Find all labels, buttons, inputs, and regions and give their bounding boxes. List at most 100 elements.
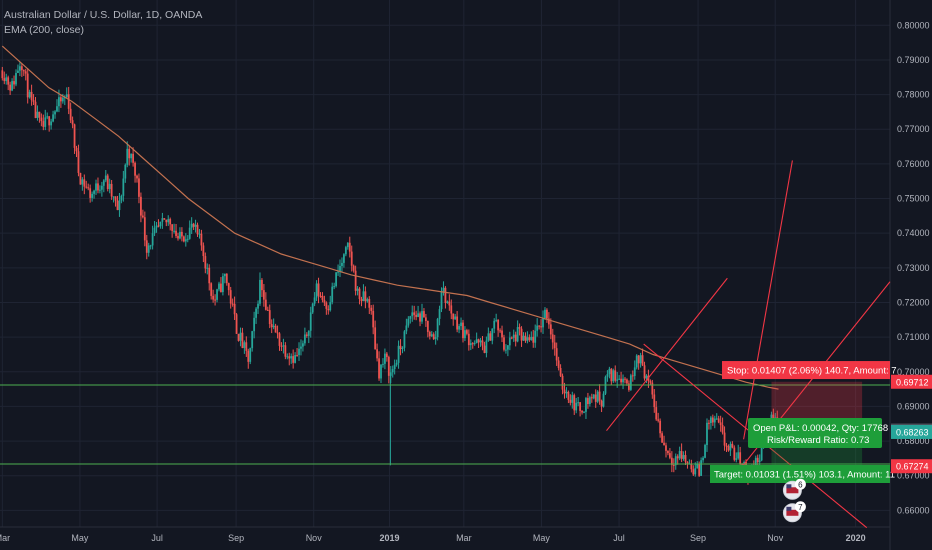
- candle-body: [83, 179, 86, 187]
- candle-body: [551, 334, 554, 343]
- candle-body: [354, 270, 357, 291]
- candle-body: [497, 319, 500, 331]
- candles: [1, 61, 779, 485]
- candle-body: [565, 391, 568, 394]
- candle-body: [243, 342, 246, 349]
- indicator-label[interactable]: EMA (200, close): [4, 24, 84, 36]
- candle-body: [282, 345, 285, 347]
- candle-body: [387, 357, 390, 376]
- candle-body: [733, 447, 736, 460]
- candle-body: [237, 333, 240, 341]
- candle-body: [477, 339, 480, 343]
- candle-body: [629, 375, 632, 390]
- candle-body: [339, 266, 341, 272]
- candle-body: [348, 242, 351, 252]
- candle-body: [321, 295, 324, 300]
- candle-body: [99, 189, 101, 191]
- candle-body: [378, 358, 380, 379]
- candle-body: [100, 185, 103, 190]
- candle-body: [344, 247, 347, 255]
- candle-body: [555, 348, 558, 361]
- candle-body: [462, 322, 464, 339]
- candle-body: [510, 337, 513, 339]
- candle-body: [522, 335, 525, 341]
- candle-body: [575, 402, 578, 411]
- candle-body: [241, 332, 244, 349]
- candle-body: [268, 310, 271, 325]
- chart-title: Australian Dollar / U.S. Dollar, 1D, OAN…: [4, 9, 203, 21]
- candle-body: [173, 230, 175, 232]
- candle-body: [376, 349, 378, 359]
- candle-body: [28, 91, 31, 98]
- candle-body: [11, 81, 13, 91]
- candle-body: [327, 308, 330, 311]
- candle-body: [235, 314, 238, 334]
- candle-body: [374, 327, 377, 350]
- candle-body: [26, 73, 29, 98]
- candle-body: [479, 340, 482, 343]
- candle-body: [598, 391, 601, 401]
- candle-body: [292, 356, 295, 363]
- candle-body: [610, 368, 613, 382]
- candle-body: [85, 186, 88, 188]
- candle-body: [17, 70, 19, 73]
- candle-body: [95, 183, 97, 191]
- price-tag-box: [891, 459, 932, 474]
- candle-body: [428, 331, 431, 337]
- candle-body: [713, 418, 716, 423]
- candle-body: [678, 451, 681, 459]
- candle-body: [214, 299, 216, 301]
- candle-body: [581, 410, 583, 413]
- candle-body: [204, 256, 207, 269]
- candle-body: [87, 187, 90, 189]
- candle-body: [458, 326, 460, 330]
- candle-body: [52, 114, 54, 122]
- candle-body: [186, 238, 189, 240]
- candle-body: [620, 378, 622, 383]
- candle-body: [1, 70, 4, 79]
- candle-body: [460, 322, 462, 327]
- candle-body: [526, 337, 529, 341]
- candle-body: [608, 368, 611, 375]
- candle-body: [423, 311, 425, 318]
- candle-body: [249, 348, 252, 362]
- candle-body: [350, 251, 353, 266]
- candle-body: [592, 394, 595, 399]
- candle-body: [24, 71, 27, 74]
- candle-body: [356, 288, 359, 291]
- candle-body: [524, 335, 527, 341]
- candle-body: [512, 334, 515, 338]
- candle-body: [413, 312, 416, 315]
- event-flag-canton: [786, 506, 792, 511]
- candle-body: [163, 218, 166, 220]
- x-tick-label: Sep: [228, 533, 244, 543]
- candle-body: [505, 349, 507, 351]
- candle-body: [622, 378, 624, 383]
- candle-body: [155, 225, 158, 228]
- candle-body: [499, 330, 501, 332]
- candle-body: [165, 219, 168, 223]
- candle-body: [288, 356, 291, 359]
- candle-body: [315, 283, 318, 298]
- candle-body: [134, 162, 136, 176]
- candle-body: [661, 433, 663, 443]
- candle-body: [495, 319, 498, 321]
- candle-body: [54, 111, 56, 115]
- candle-body: [626, 379, 628, 384]
- candle-body: [73, 124, 76, 148]
- candle-body: [255, 308, 257, 318]
- y-tick-label: 0.69000: [897, 401, 930, 411]
- candle-body: [450, 305, 453, 314]
- candle-body: [401, 347, 404, 349]
- candle-body: [709, 417, 712, 424]
- candle-body: [639, 355, 642, 364]
- candle-body: [612, 370, 615, 382]
- candle-body: [272, 325, 275, 328]
- candle-body: [655, 407, 658, 420]
- y-tick-label: 0.76000: [897, 159, 930, 169]
- candle-body: [319, 295, 322, 297]
- candle-body: [553, 342, 556, 349]
